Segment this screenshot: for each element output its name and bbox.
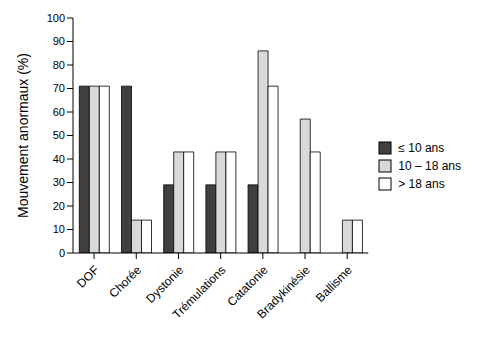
svg-text:Dystonie: Dystonie	[143, 263, 186, 306]
svg-text:90: 90	[53, 35, 65, 47]
html-text:10 – 18 ans: 10 – 18 ans	[398, 159, 461, 173]
svg-text:80: 80	[53, 59, 65, 71]
html-text:≤ 10 ans: ≤ 10 ans	[398, 141, 445, 155]
svg-text:Catatonie: Catatonie	[224, 262, 271, 310]
svg-text:Chorée: Chorée	[106, 263, 144, 301]
svg-text:Mouvement anormaux (%): Mouvement anormaux (%)	[15, 53, 31, 218]
svg-text:100: 100	[47, 12, 65, 24]
html-text:> 18 ans: > 18 ans	[398, 177, 445, 191]
svg-text:70: 70	[53, 82, 65, 94]
svg-text:0: 0	[59, 247, 65, 259]
svg-text:10: 10	[53, 223, 65, 235]
svg-text:40: 40	[53, 153, 65, 165]
svg-text:20: 20	[53, 200, 65, 212]
svg-text:30: 30	[53, 176, 65, 188]
svg-text:60: 60	[53, 106, 65, 118]
svg-text:Bradykinésie: Bradykinésie	[254, 263, 313, 322]
svg-text:Trémulations: Trémulations	[170, 263, 229, 322]
svg-text:50: 50	[53, 129, 65, 141]
svg-text:DOF: DOF	[74, 263, 102, 291]
svg-text:Ballisme: Ballisme	[313, 263, 355, 305]
